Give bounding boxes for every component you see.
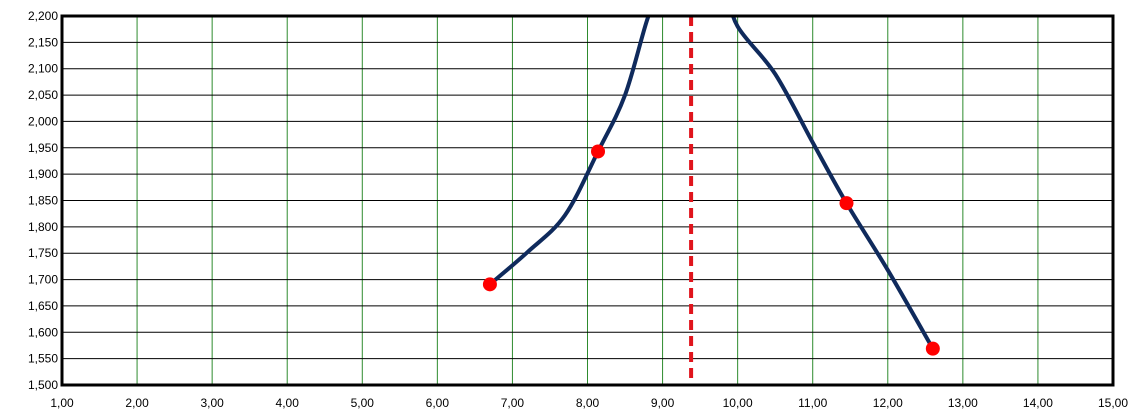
y-tick-label: 1,850 <box>28 194 58 208</box>
grid <box>62 16 1113 385</box>
x-axis-tick-labels: 1,00 2,00 3,00 4,00 5,00 6,00 7,00 8,00 9,00 10,0… <box>50 396 1128 410</box>
y-axis-tick-labels: 1,500 1,550 1,600 1,650 1,700 1,750 1,800 1,850… <box>28 9 58 392</box>
points-layer <box>482 144 940 356</box>
x-tick-label: 7,00 <box>501 396 525 410</box>
data-point <box>925 341 940 356</box>
plot-frame <box>60 14 1115 387</box>
x-tick-label: 15,00 <box>1098 396 1128 410</box>
x-tick-label: 1,00 <box>50 396 74 410</box>
x-tick-label: 11,00 <box>798 396 827 410</box>
data-point <box>482 277 497 292</box>
y-tick-label: 1,650 <box>28 299 58 313</box>
y-tick-label: 2,150 <box>28 35 58 49</box>
x-tick-label: 5,00 <box>351 396 375 410</box>
x-tick-label: 10,00 <box>723 396 753 410</box>
y-tick-label: 1,500 <box>28 378 58 392</box>
data-point <box>839 196 854 211</box>
x-tick-label: 3,00 <box>200 396 224 410</box>
y-tick-label: 1,800 <box>28 220 58 234</box>
y-tick-label: 2,200 <box>28 9 58 23</box>
x-tick-label: 6,00 <box>426 396 450 410</box>
y-tick-label: 1,600 <box>28 325 58 339</box>
y-tick-label: 1,900 <box>28 167 58 181</box>
x-tick-label: 14,00 <box>1023 396 1053 410</box>
x-tick-label: 2,00 <box>125 396 149 410</box>
y-tick-label: 2,100 <box>28 62 58 76</box>
x-tick-label: 12,00 <box>873 396 903 410</box>
x-tick-label: 9,00 <box>651 396 675 410</box>
y-tick-label: 1,700 <box>28 273 58 287</box>
data-point <box>591 144 606 159</box>
x-tick-label: 4,00 <box>276 396 300 410</box>
y-tick-label: 2,050 <box>28 88 58 102</box>
x-tick-label: 13,00 <box>948 396 978 410</box>
x-tick-label: 8,00 <box>576 396 600 410</box>
y-tick-label: 1,750 <box>28 246 58 260</box>
y-tick-label: 2,000 <box>28 114 58 128</box>
y-tick-label: 1,950 <box>28 141 58 155</box>
y-tick-label: 1,550 <box>28 352 58 366</box>
